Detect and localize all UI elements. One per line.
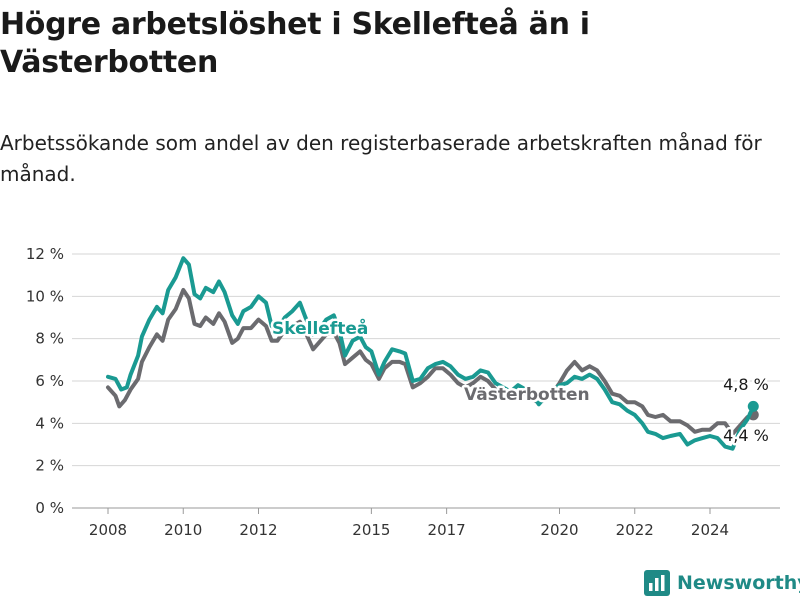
end-value-vasterbotten: 4,4 %	[723, 426, 769, 445]
x-tick-label: 2010	[164, 521, 202, 539]
x-tick-label: 2012	[239, 521, 277, 539]
chart-title: Högre arbetslöshet i Skellefteå än i Väs…	[0, 7, 590, 80]
series-line-vasterbotten	[106, 288, 756, 436]
x-tick-label: 2022	[616, 521, 654, 539]
series-lines	[106, 256, 759, 451]
x-tick-label: 2020	[540, 521, 578, 539]
y-tick-label: 10 %	[26, 287, 64, 305]
x-tick-label: 2024	[691, 521, 729, 539]
y-tick-label: 12 %	[26, 245, 64, 263]
end-value-vasterbotten-halo: 4,4 %	[723, 426, 769, 445]
series-name-vasterbotten: Västerbotten	[464, 385, 590, 405]
end-value-skelleftea-halo: 4,8 %	[723, 375, 769, 394]
bar-chart-logo-icon	[644, 570, 670, 596]
brand-name: Newsworthy	[677, 572, 800, 594]
x-tick-label: 2008	[89, 521, 127, 539]
end-value-skelleftea: 4,8 %	[723, 375, 769, 394]
y-tick-label: 0 %	[35, 499, 64, 517]
series-line-skelleftea	[106, 256, 756, 451]
line-chart: 0 % 2 % 4 % 6 % 8 % 10 % 12 % 2008 2010 2012 2015…	[26, 245, 780, 539]
series-name-skelleftea: Skellefteå	[272, 317, 368, 339]
x-axis: 2008 2010 2012 2015 2017 2020 2022 2024	[89, 508, 729, 539]
chart-subtitle: Arbetssökande som andel av den registerb…	[0, 131, 762, 186]
y-tick-label: 4 %	[35, 414, 64, 432]
x-tick-label: 2015	[352, 521, 390, 539]
gridlines	[72, 253, 780, 509]
series-name-vasterbotten-halo: Västerbotten	[464, 385, 590, 405]
end-point-skelleftea	[747, 400, 759, 412]
y-axis: 0 % 2 % 4 % 6 % 8 % 10 % 12 %	[26, 245, 64, 517]
y-tick-label: 8 %	[35, 330, 64, 348]
y-tick-label: 2 %	[35, 457, 64, 475]
x-tick-label: 2017	[428, 521, 466, 539]
newsworthy-brand: Newsworthy	[644, 568, 800, 598]
series-name-skelleftea-halo: Skellefteå	[272, 317, 368, 339]
y-tick-label: 6 %	[35, 372, 64, 390]
series-labels: SkellefteåSkellefteåVästerbottenVästerbo…	[270, 315, 772, 448]
